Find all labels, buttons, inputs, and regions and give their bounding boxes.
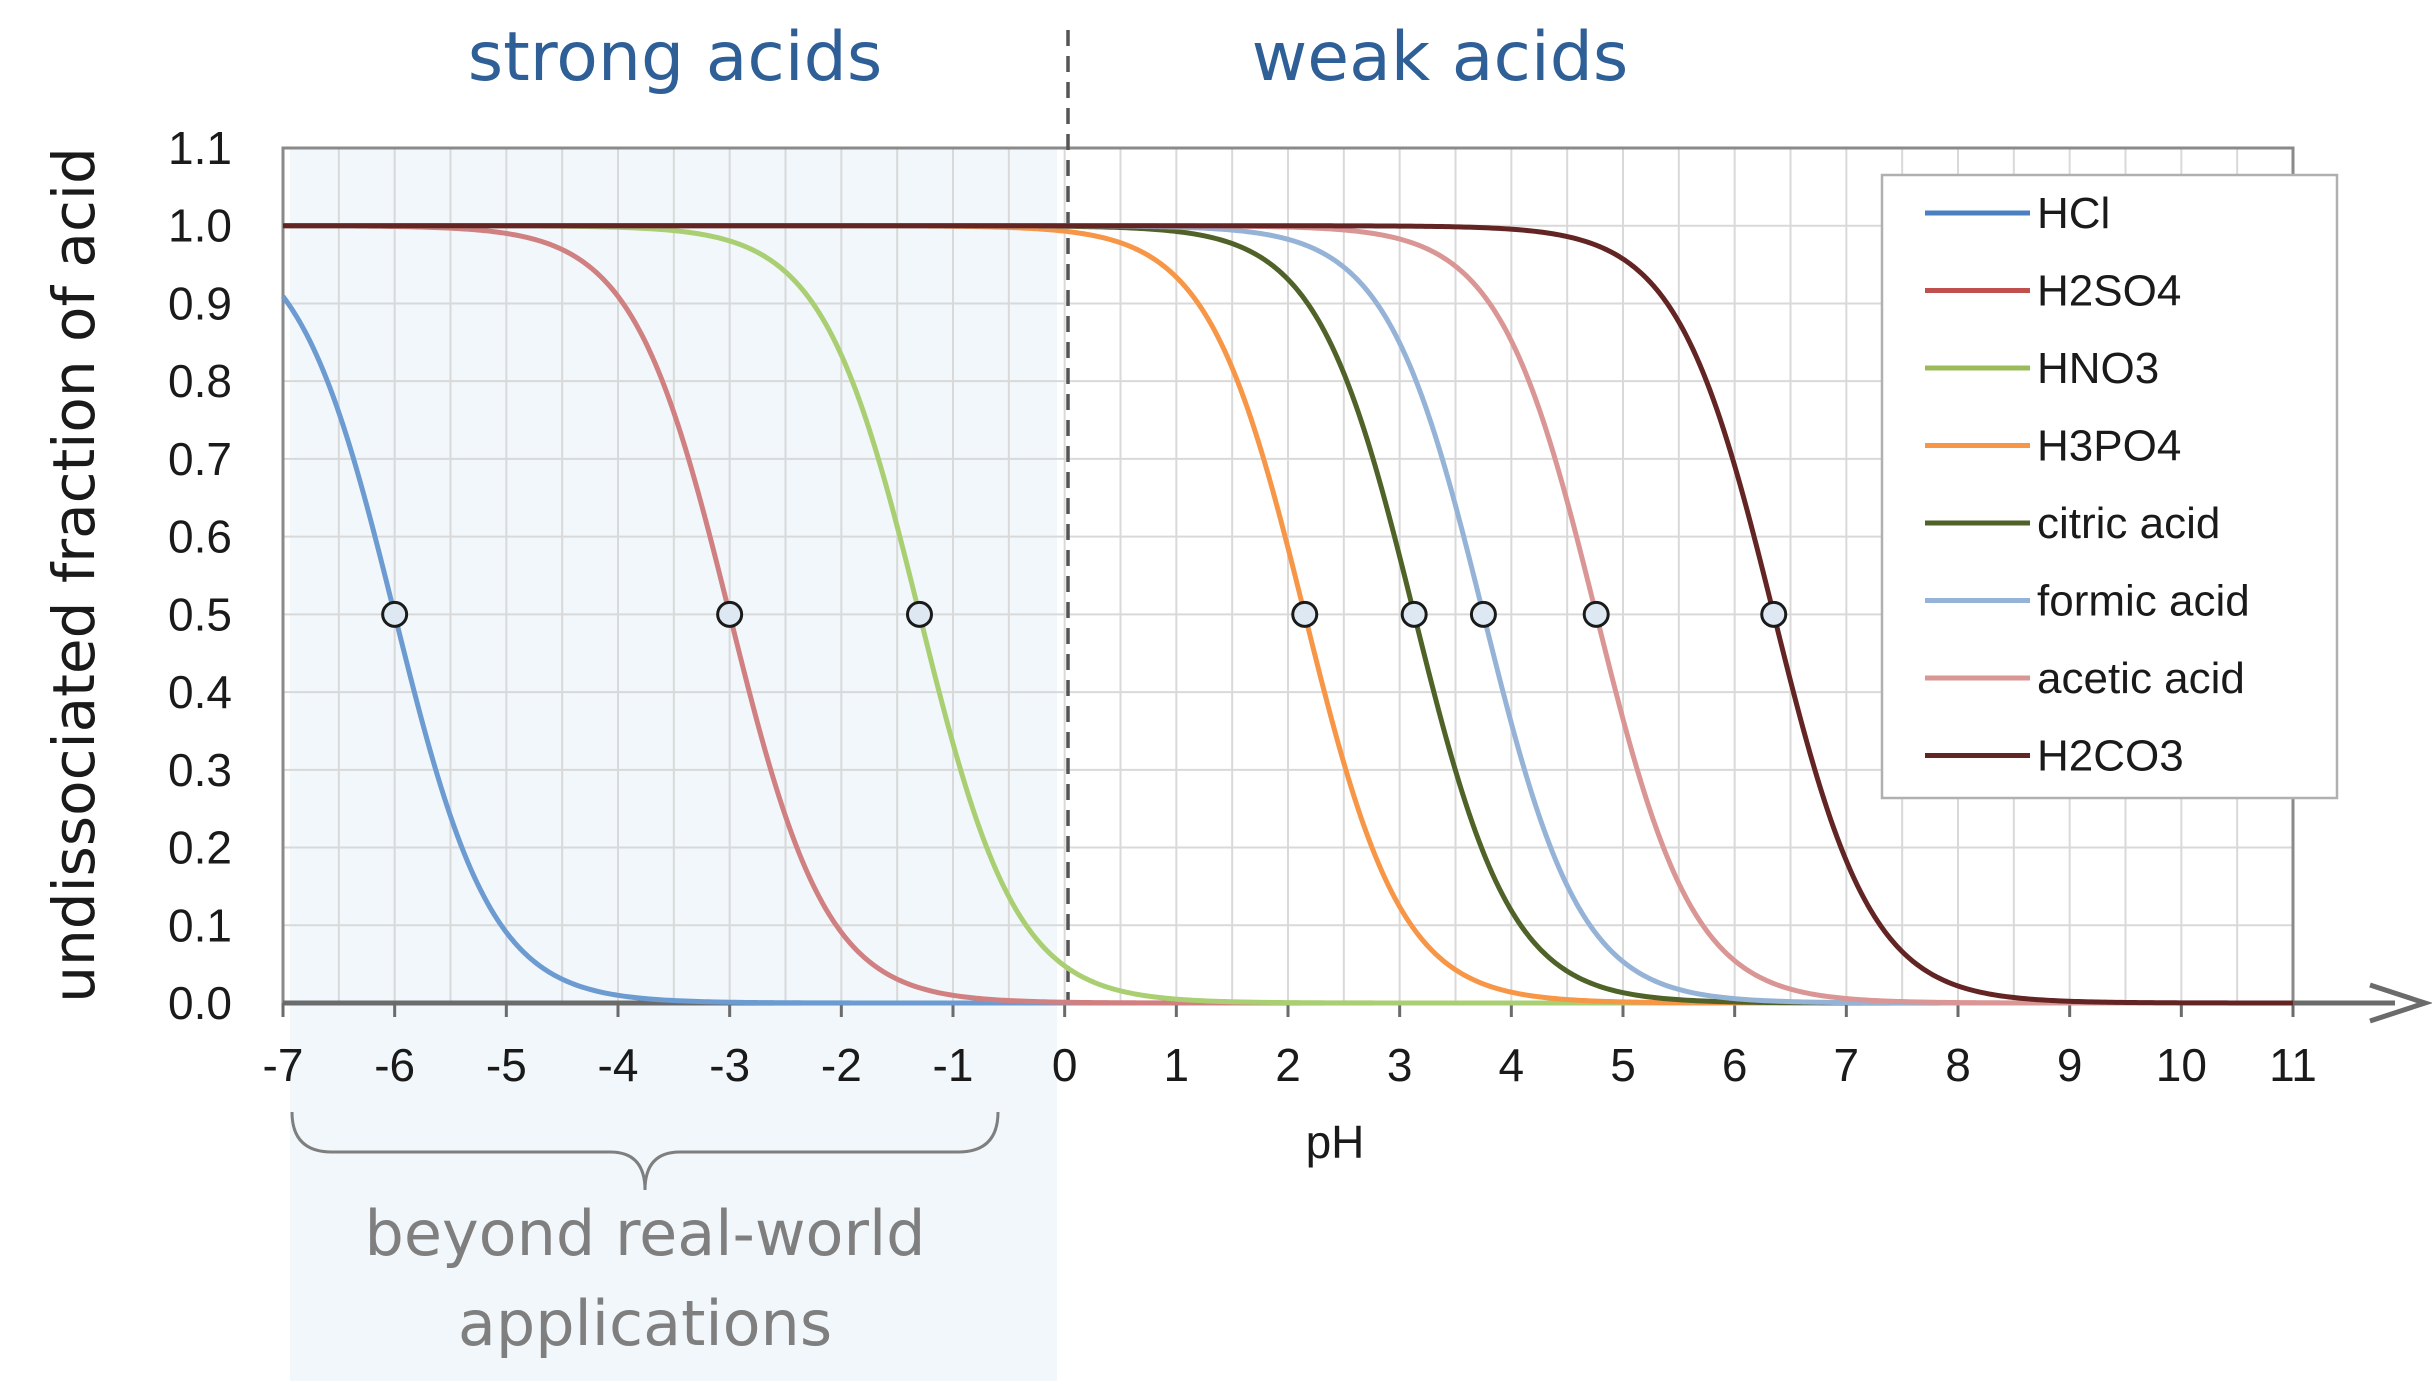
y-tick-label: 0.4 xyxy=(168,666,232,718)
x-tick-label: -2 xyxy=(821,1039,862,1091)
midpoint-marker-hcl xyxy=(381,600,409,628)
legend-label: citric acid xyxy=(2037,499,2220,548)
x-tick-label: 6 xyxy=(1722,1039,1748,1091)
series-line-h2co3 xyxy=(283,223,2293,1006)
y-tick-label: 0.0 xyxy=(168,977,232,1029)
y-tick-label: 0.9 xyxy=(168,277,232,329)
y-tick-label: 0.6 xyxy=(168,511,232,563)
legend-label: H3PO4 xyxy=(2037,422,2181,471)
legend-label: acetic acid xyxy=(2037,654,2245,703)
x-tick-label: 2 xyxy=(1275,1039,1301,1091)
x-tick-label: -6 xyxy=(374,1039,415,1091)
y-tick-label: 0.7 xyxy=(168,433,232,485)
x-tick-label: 5 xyxy=(1610,1039,1636,1091)
midpoint-marker-formic-acid xyxy=(1469,600,1497,628)
y-tick-label: 0.3 xyxy=(168,744,232,796)
x-tick-label: 9 xyxy=(2057,1039,2083,1091)
legend-label: HCl xyxy=(2037,189,2110,238)
x-tick-label: 11 xyxy=(2269,1039,2317,1091)
x-axis-title: pH xyxy=(1306,1116,1365,1168)
beyond-bracket xyxy=(290,1111,1000,1191)
x-tick-label: -1 xyxy=(933,1039,974,1091)
y-tick-labels: 0.0 0.1 0.2 0.3 0.4 0.5 0.6 0.7 0.8 0.9 1.0 1.1 xyxy=(168,122,232,1029)
y-tick-label: 0.8 xyxy=(168,355,232,407)
legend-label: H2SO4 xyxy=(2037,267,2181,316)
legend-label: H2CO3 xyxy=(2037,732,2184,781)
weak-acids-label: weak acids xyxy=(1252,18,1629,97)
x-tick-label: 0 xyxy=(1052,1039,1078,1091)
beyond-label-line1: beyond real-world xyxy=(364,1197,925,1270)
x-tick-label: 10 xyxy=(2156,1039,2207,1091)
x-tick-label: -4 xyxy=(598,1039,639,1091)
legend-label: formic acid xyxy=(2037,577,2250,626)
x-tick-label: 3 xyxy=(1387,1039,1413,1091)
midpoint-marker-h2co3 xyxy=(1760,600,1788,628)
x-tick-label: -3 xyxy=(709,1039,750,1091)
midpoint-marker-hno3 xyxy=(906,600,933,628)
y-tick-label: 0.1 xyxy=(168,899,232,951)
x-tick-labels: -7 -6 -5 -4 -3 -2 -1 0 1 2 3 4 5 6 7 8 9 10 11 xyxy=(263,1039,2317,1091)
strong-acids-label: strong acids xyxy=(468,18,883,97)
series-curves xyxy=(280,223,2293,1006)
half-dissociation-markers xyxy=(381,600,1788,628)
y-tick-label: 0.2 xyxy=(168,822,232,874)
legend-label: HNO3 xyxy=(2037,344,2159,393)
x-axis-arrowhead xyxy=(2369,982,2432,1024)
x-tick-label: 8 xyxy=(1945,1039,1971,1091)
midpoint-marker-h3po4 xyxy=(1291,600,1319,628)
x-tick-label: 7 xyxy=(1834,1039,1860,1091)
legend: HCl H2SO4 HNO3 H3PO4 citric acid formic acid a… xyxy=(1880,173,2339,800)
beyond-label-line2: applications xyxy=(458,1287,832,1360)
y-tick-label: 1.0 xyxy=(168,200,232,252)
x-tick-label: -7 xyxy=(263,1039,304,1091)
y-axis-title: undissociated fraction of acid xyxy=(40,147,108,1003)
x-tick-label: -5 xyxy=(486,1039,527,1091)
x-tick-label: 1 xyxy=(1164,1039,1190,1091)
x-tick-label: 4 xyxy=(1499,1039,1525,1091)
midpoint-marker-h2so4 xyxy=(716,600,744,628)
y-tick-label: 1.1 xyxy=(168,122,232,174)
midpoint-marker-citric-acid xyxy=(1400,600,1428,628)
midpoint-marker-acetic-acid xyxy=(1582,600,1610,628)
y-tick-label: 0.5 xyxy=(168,588,232,640)
legend-box xyxy=(1880,173,2339,800)
